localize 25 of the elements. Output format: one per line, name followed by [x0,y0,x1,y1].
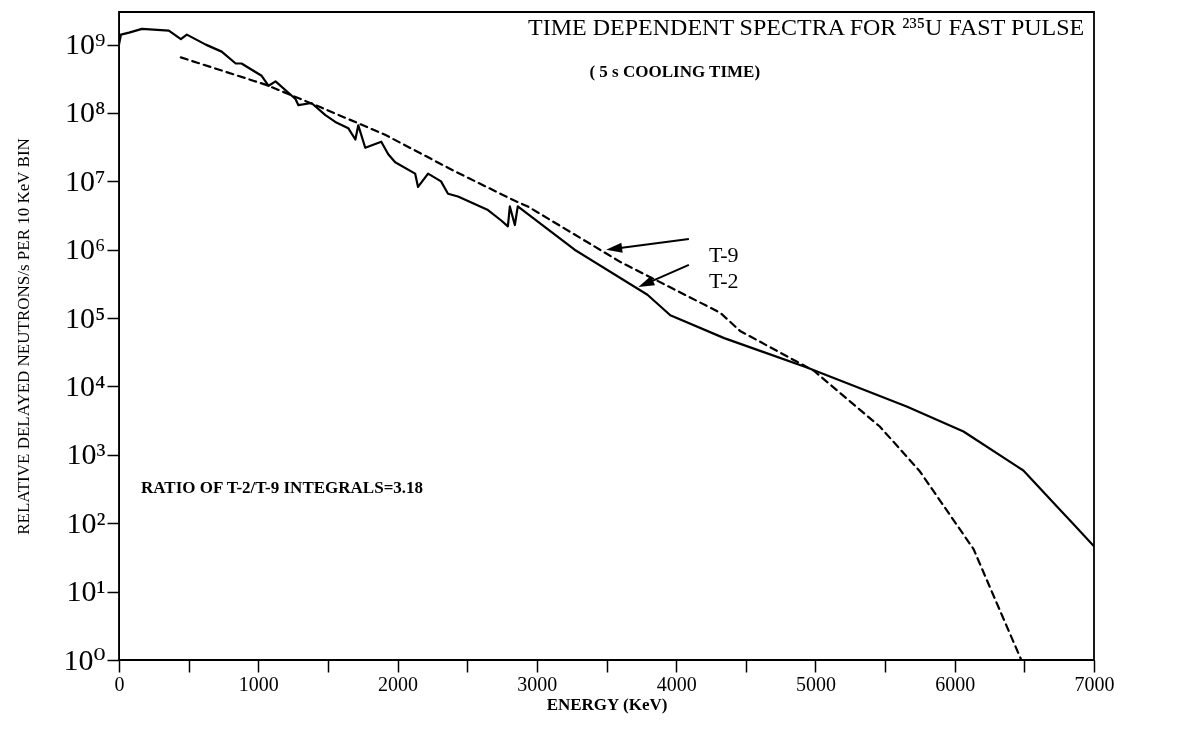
y-tick-label: 10⁰ [63,642,106,676]
x-tick-label: 2000 [378,672,419,695]
y-tick-label: 10⁷ [65,163,106,197]
text: ( 5 s COOLING TIME) [589,62,761,81]
y-tick-label: 10² [66,505,106,539]
y-tick-label: 10⁶ [65,232,106,266]
x-tick-label: 0 [114,672,125,695]
x-tick-label: 3000 [517,672,558,695]
y-tick-label: 10⁸ [65,95,106,129]
y-tick-label: 10⁴ [65,369,106,402]
y-tick-label: 10⁵ [65,300,106,334]
y-axis-title: RELATIVE DELAYED NEUTRONS/s PER 10 KeV BIN [14,138,34,535]
x-axis-title: ENERGY (KeV) [546,694,668,714]
x-tick-label: 7000 [1074,672,1115,695]
y-tick-label: 10³ [66,437,106,471]
x-tick-label: 6000 [935,672,976,695]
y-tick-label: 10⁹ [65,27,106,61]
legend-label: T-9 [708,242,739,267]
x-tick-label: 4000 [656,672,697,695]
annotation: RATIO OF T-2/T-9 INTEGRALS=3.18 [141,478,424,498]
x-tick-label: 1000 [238,672,279,695]
legend-label: T-2 [708,267,739,293]
y-tick-label: 10¹ [66,574,106,608]
chart-title: TIME DEPENDENT SPECTRA FOR ²³⁵U FAST PULSE [528,14,1085,40]
x-tick-label: 5000 [795,672,836,695]
